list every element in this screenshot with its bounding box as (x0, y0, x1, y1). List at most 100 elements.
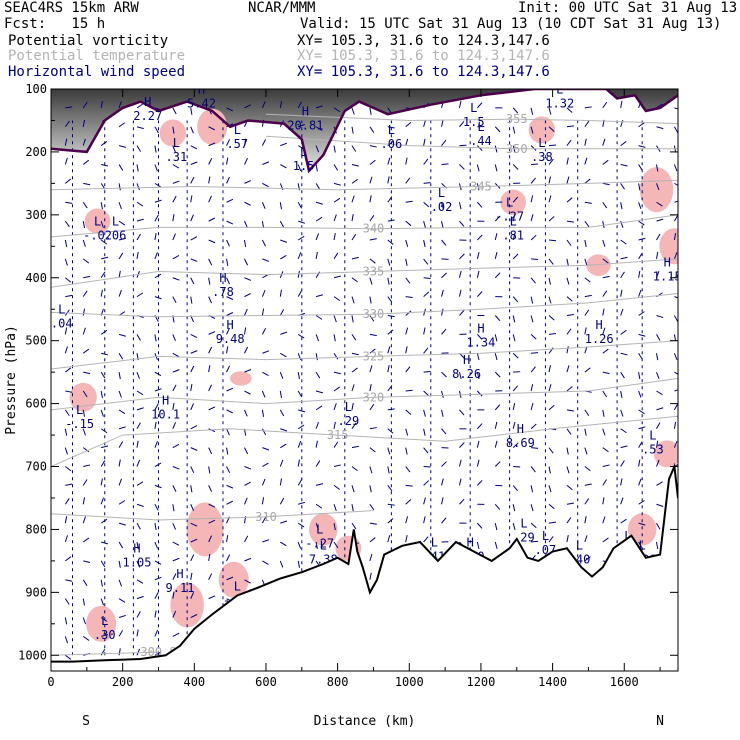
extremum-value: 5.42 (187, 96, 216, 110)
y-tick-label: 300 (25, 208, 47, 222)
wind-vector (494, 164, 498, 172)
wind-vector (512, 315, 516, 323)
wind-vector (82, 138, 86, 146)
wind-vector (261, 101, 266, 109)
wind-vector (226, 220, 234, 225)
wind-vector (369, 258, 376, 264)
wind-vector (315, 371, 321, 379)
wind-vector (423, 239, 426, 247)
extremum-marker: H (463, 353, 470, 367)
wind-vector (638, 122, 645, 128)
wind-vector (64, 498, 70, 505)
wind-vector (100, 202, 103, 210)
wind-vector (369, 503, 375, 511)
isentrope-label: 320 (363, 390, 385, 404)
wind-vector (512, 385, 519, 392)
wind-vector (190, 485, 193, 493)
wind-vector (638, 220, 645, 226)
wind-vector (297, 390, 303, 398)
wind-vector (584, 277, 591, 283)
wind-vector (333, 197, 341, 203)
wind-vector (584, 466, 591, 472)
wind-vector (548, 144, 557, 147)
wind-vector (172, 384, 177, 392)
wind-vector (100, 497, 104, 505)
wind-vector (351, 126, 354, 134)
wind-vector (64, 428, 68, 436)
wind-vector (100, 428, 108, 434)
wind-vector (638, 289, 642, 297)
wind-vector (297, 372, 300, 380)
wind-vector (100, 239, 108, 245)
wind-vector (100, 390, 103, 398)
wind-vector (441, 221, 444, 229)
extremum-marker: L (320, 538, 327, 552)
wind-vector (512, 164, 519, 170)
wind-vector (638, 183, 641, 191)
wind-vector (584, 535, 588, 543)
extremum-marker: H (162, 394, 169, 408)
wind-vector (82, 635, 90, 641)
wind-vector (279, 371, 284, 379)
wind-vector (548, 447, 554, 454)
wind-vector (584, 409, 590, 416)
wind-vector (351, 402, 354, 410)
wind-vector (566, 346, 569, 354)
wind-vector (64, 220, 70, 228)
wind-vector (405, 516, 409, 524)
wind-vector (64, 636, 69, 644)
wind-vector (154, 182, 162, 188)
wind-vector (136, 390, 144, 396)
wind-vector (244, 201, 251, 206)
wind-vector (531, 352, 539, 354)
wind-vector (548, 315, 555, 321)
wind-vector (512, 214, 516, 222)
wind-vector (674, 371, 678, 375)
wind-vector (65, 178, 72, 184)
positive-pv-region (186, 502, 224, 557)
wind-vector (279, 459, 284, 467)
wind-vector (208, 126, 216, 131)
wind-vector (208, 466, 211, 474)
extremum-marker: L (58, 303, 65, 317)
extremum-marker: L (520, 516, 527, 530)
wind-vector (118, 202, 122, 210)
wind-vector (297, 235, 305, 241)
wind-vector (100, 598, 105, 606)
wind-vector (136, 629, 139, 637)
wind-vector (315, 164, 318, 172)
extremum-marker: L (112, 214, 119, 228)
positive-pv-region (659, 228, 678, 265)
wind-vector (118, 541, 124, 549)
wind-vector (566, 428, 572, 435)
wind-vector (423, 277, 431, 279)
wind-vector (136, 541, 139, 549)
wind-vector (548, 195, 552, 203)
wind-vector (154, 145, 157, 153)
wind-vector (620, 202, 623, 210)
wind-vector (512, 334, 516, 342)
wind-vector (602, 221, 605, 229)
wind-vector (333, 484, 340, 490)
wind-vector (584, 516, 587, 524)
wind-vector (566, 176, 570, 184)
wind-vector (548, 521, 557, 524)
wind-vector (261, 202, 266, 209)
wind-vector (423, 291, 430, 298)
wind-vector (584, 367, 591, 373)
wind-vector (118, 500, 126, 505)
wind-vector (100, 141, 108, 147)
wind-vector (280, 164, 287, 169)
wind-vector (476, 251, 480, 260)
wind-vector (548, 503, 555, 510)
wind-vector (244, 180, 252, 184)
wind-vector (548, 239, 557, 242)
wind-vector (423, 371, 431, 373)
wind-vector (351, 195, 355, 203)
wind-vector (118, 333, 126, 337)
wind-vector (476, 291, 483, 297)
wind-vector (101, 256, 109, 260)
wind-vector (136, 611, 141, 618)
wind-vector (118, 648, 121, 656)
wind-vector (638, 459, 641, 467)
